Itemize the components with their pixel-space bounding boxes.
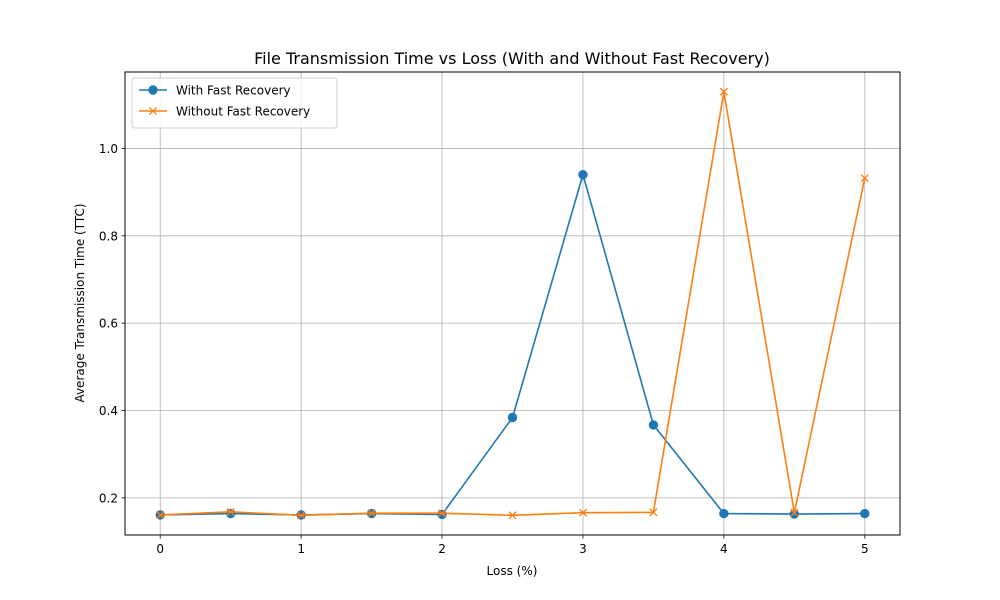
data-point — [156, 510, 165, 519]
axis-ticks: 0 1 2 3 4 5 0.2 0.4 0.6 0.8 1.0 — [99, 142, 869, 556]
legend-label: With Fast Recovery — [176, 84, 291, 98]
x-tick-label: 3 — [579, 542, 587, 556]
legend-box — [131, 77, 338, 129]
data-point — [225, 508, 236, 519]
series-1 — [156, 87, 869, 520]
legend-item: Without Fast Recovery — [139, 105, 310, 119]
data-point — [226, 507, 235, 516]
y-tick-label: 1.0 — [99, 142, 118, 156]
data-point — [860, 174, 869, 183]
data-point — [860, 508, 870, 519]
grid — [125, 72, 900, 535]
legend: With Fast Recovery Without Fast Recovery — [131, 77, 338, 129]
y-tick-label: 0.8 — [99, 229, 118, 243]
series-layer — [155, 87, 870, 520]
y-tick-label: 0.2 — [99, 491, 118, 505]
data-point — [578, 169, 588, 180]
y-axis-title: Average Transmission Time (TTC) — [73, 203, 87, 402]
legend-marker — [148, 106, 158, 116]
data-point — [719, 508, 729, 519]
data-point — [648, 420, 659, 430]
data-point — [578, 508, 588, 517]
y-tick-label: 0.4 — [99, 404, 118, 418]
x-axis-title: Loss (%) — [487, 564, 538, 578]
data-point — [649, 508, 658, 517]
data-point — [297, 511, 306, 520]
data-point — [437, 509, 447, 520]
data-point — [507, 412, 518, 423]
x-tick-label: 1 — [297, 542, 305, 556]
x-tick-label: 5 — [861, 542, 869, 556]
data-point — [367, 509, 376, 518]
plot-frame — [124, 71, 901, 536]
data-point — [437, 509, 447, 518]
data-point — [719, 87, 728, 96]
x-tick-label: 0 — [156, 542, 164, 556]
x-tick-label: 4 — [720, 542, 728, 556]
x-tick-label: 2 — [438, 542, 446, 556]
data-point — [790, 508, 799, 517]
y-tick-label: 0.6 — [99, 317, 118, 331]
legend-marker — [148, 85, 158, 95]
legend-item: With Fast Recovery — [139, 84, 291, 98]
chart-title: File Transmission Time vs Loss (With and… — [254, 49, 770, 68]
legend-label: Without Fast Recovery — [176, 105, 310, 119]
data-point — [508, 511, 517, 520]
